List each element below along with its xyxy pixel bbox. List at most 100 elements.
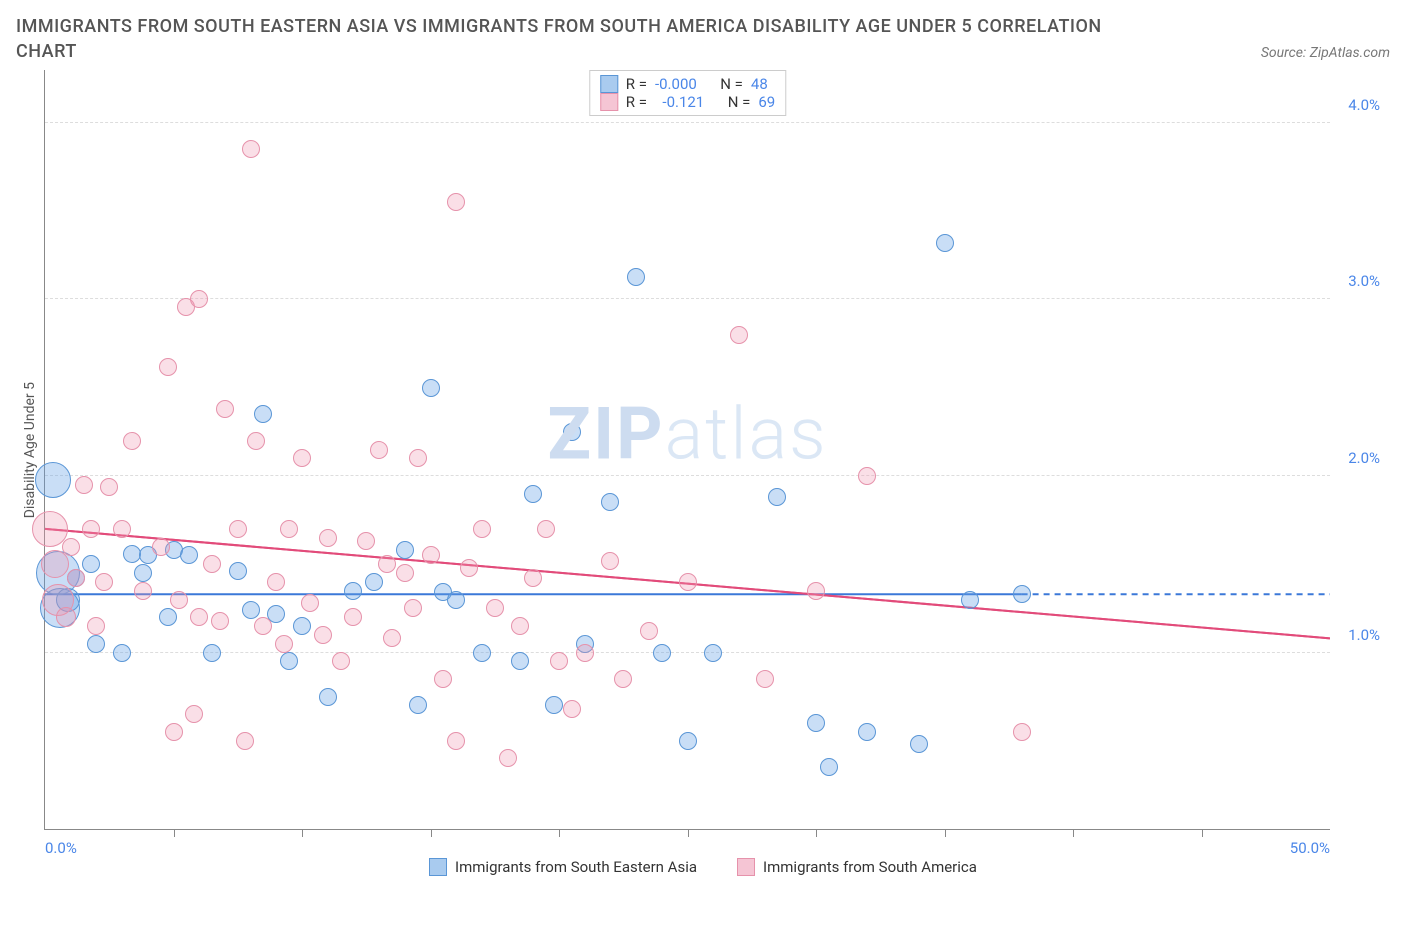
data-point-blue <box>113 644 131 662</box>
data-point-pink <box>190 608 208 626</box>
data-point-pink <box>499 749 517 767</box>
data-point-blue <box>524 485 542 503</box>
stats-legend-box: R = -0.000 N = 48 R = -0.121 N = 69 <box>589 70 786 116</box>
data-point-pink <box>100 478 118 496</box>
data-point-pink <box>75 476 93 494</box>
data-point-pink <box>807 582 825 600</box>
watermark: ZIPatlas <box>547 392 827 477</box>
data-point-pink <box>123 432 141 450</box>
data-point-blue <box>254 405 272 423</box>
data-point-pink <box>332 652 350 670</box>
data-point-blue <box>87 635 105 653</box>
data-point-pink <box>601 552 619 570</box>
plot-area: ZIPatlas R = -0.000 N = 48 R = -0.121 N <box>44 70 1330 830</box>
legend-swatch-pink <box>600 93 618 111</box>
data-point-pink <box>563 700 581 718</box>
data-point-pink <box>679 573 697 591</box>
data-point-blue <box>447 591 465 609</box>
data-point-blue <box>704 644 722 662</box>
data-point-blue <box>473 644 491 662</box>
data-point-blue <box>82 555 100 573</box>
data-point-blue <box>961 591 979 609</box>
data-point-pink <box>134 582 152 600</box>
data-point-pink <box>293 449 311 467</box>
data-point-blue <box>910 735 928 753</box>
data-point-pink <box>640 622 658 640</box>
stats-legend-row-1: R = -0.000 N = 48 <box>600 75 775 93</box>
data-point-pink <box>152 538 170 556</box>
data-point-pink <box>614 670 632 688</box>
data-point-pink <box>165 723 183 741</box>
data-point-pink <box>170 591 188 609</box>
data-point-pink <box>383 629 401 647</box>
data-point-pink <box>1013 723 1031 741</box>
data-point-pink <box>422 546 440 564</box>
data-point-blue <box>627 268 645 286</box>
bottom-legend-item-2: Immigrants from South America <box>737 858 977 876</box>
data-point-pink <box>486 599 504 617</box>
data-point-pink <box>301 594 319 612</box>
data-point-blue <box>242 601 260 619</box>
data-point-pink <box>511 617 529 635</box>
trend-lines <box>45 70 1330 829</box>
data-point-blue <box>280 652 298 670</box>
data-point-blue <box>858 723 876 741</box>
data-point-pink <box>378 555 396 573</box>
bottom-legend: Immigrants from South Eastern Asia Immig… <box>16 858 1390 876</box>
correlation-chart: IMMIGRANTS FROM SOUTH EASTERN ASIA VS IM… <box>16 16 1390 876</box>
data-point-pink <box>396 564 414 582</box>
data-point-blue <box>319 688 337 706</box>
data-point-pink <box>95 573 113 591</box>
data-point-pink <box>254 617 272 635</box>
bottom-swatch-blue <box>429 858 447 876</box>
data-point-pink <box>447 732 465 750</box>
y-axis-label: Disability Age Under 5 <box>16 382 44 518</box>
data-point-blue <box>820 758 838 776</box>
data-point-blue <box>807 714 825 732</box>
data-point-pink <box>275 635 293 653</box>
data-point-pink <box>409 449 427 467</box>
data-point-blue <box>545 696 563 714</box>
data-point-blue <box>1013 585 1031 603</box>
data-point-pink <box>404 599 422 617</box>
data-point-pink <box>113 520 131 538</box>
data-point-blue <box>35 462 71 498</box>
stats-legend-row-2: R = -0.121 N = 69 <box>600 93 775 111</box>
data-point-blue <box>679 732 697 750</box>
data-point-pink <box>229 520 247 538</box>
data-point-pink <box>185 705 203 723</box>
y-axis-right-spacer <box>1330 70 1390 830</box>
data-point-pink <box>267 573 285 591</box>
data-point-blue <box>365 573 383 591</box>
data-point-pink <box>756 670 774 688</box>
data-point-blue <box>601 493 619 511</box>
data-point-pink <box>357 532 375 550</box>
data-point-pink <box>473 520 491 538</box>
data-point-blue <box>653 644 671 662</box>
data-point-blue <box>344 582 362 600</box>
n-value-1: 48 <box>751 75 768 93</box>
data-point-pink <box>858 467 876 485</box>
data-point-blue <box>396 541 414 559</box>
data-point-pink <box>447 193 465 211</box>
data-point-blue <box>203 644 221 662</box>
data-point-blue <box>229 562 247 580</box>
data-point-pink <box>434 670 452 688</box>
data-point-pink <box>247 432 265 450</box>
data-point-pink <box>211 612 229 630</box>
chart-title-line2: CHART <box>16 41 77 62</box>
bottom-legend-item-1: Immigrants from South Eastern Asia <box>429 858 697 876</box>
data-point-pink <box>41 550 69 578</box>
data-point-pink <box>236 732 254 750</box>
data-point-pink <box>370 441 388 459</box>
data-point-blue <box>409 696 427 714</box>
x-axis-max-label: 50.0% <box>1290 839 1330 857</box>
data-point-pink <box>190 290 208 308</box>
bottom-legend-label-1: Immigrants from South Eastern Asia <box>455 858 697 876</box>
data-point-pink <box>242 140 260 158</box>
data-point-blue <box>563 423 581 441</box>
source-attribution: Source: ZipAtlas.com <box>1261 45 1390 61</box>
x-axis-min-label: 0.0% <box>45 839 77 857</box>
data-point-blue <box>159 608 177 626</box>
bottom-legend-label-2: Immigrants from South America <box>763 858 977 876</box>
